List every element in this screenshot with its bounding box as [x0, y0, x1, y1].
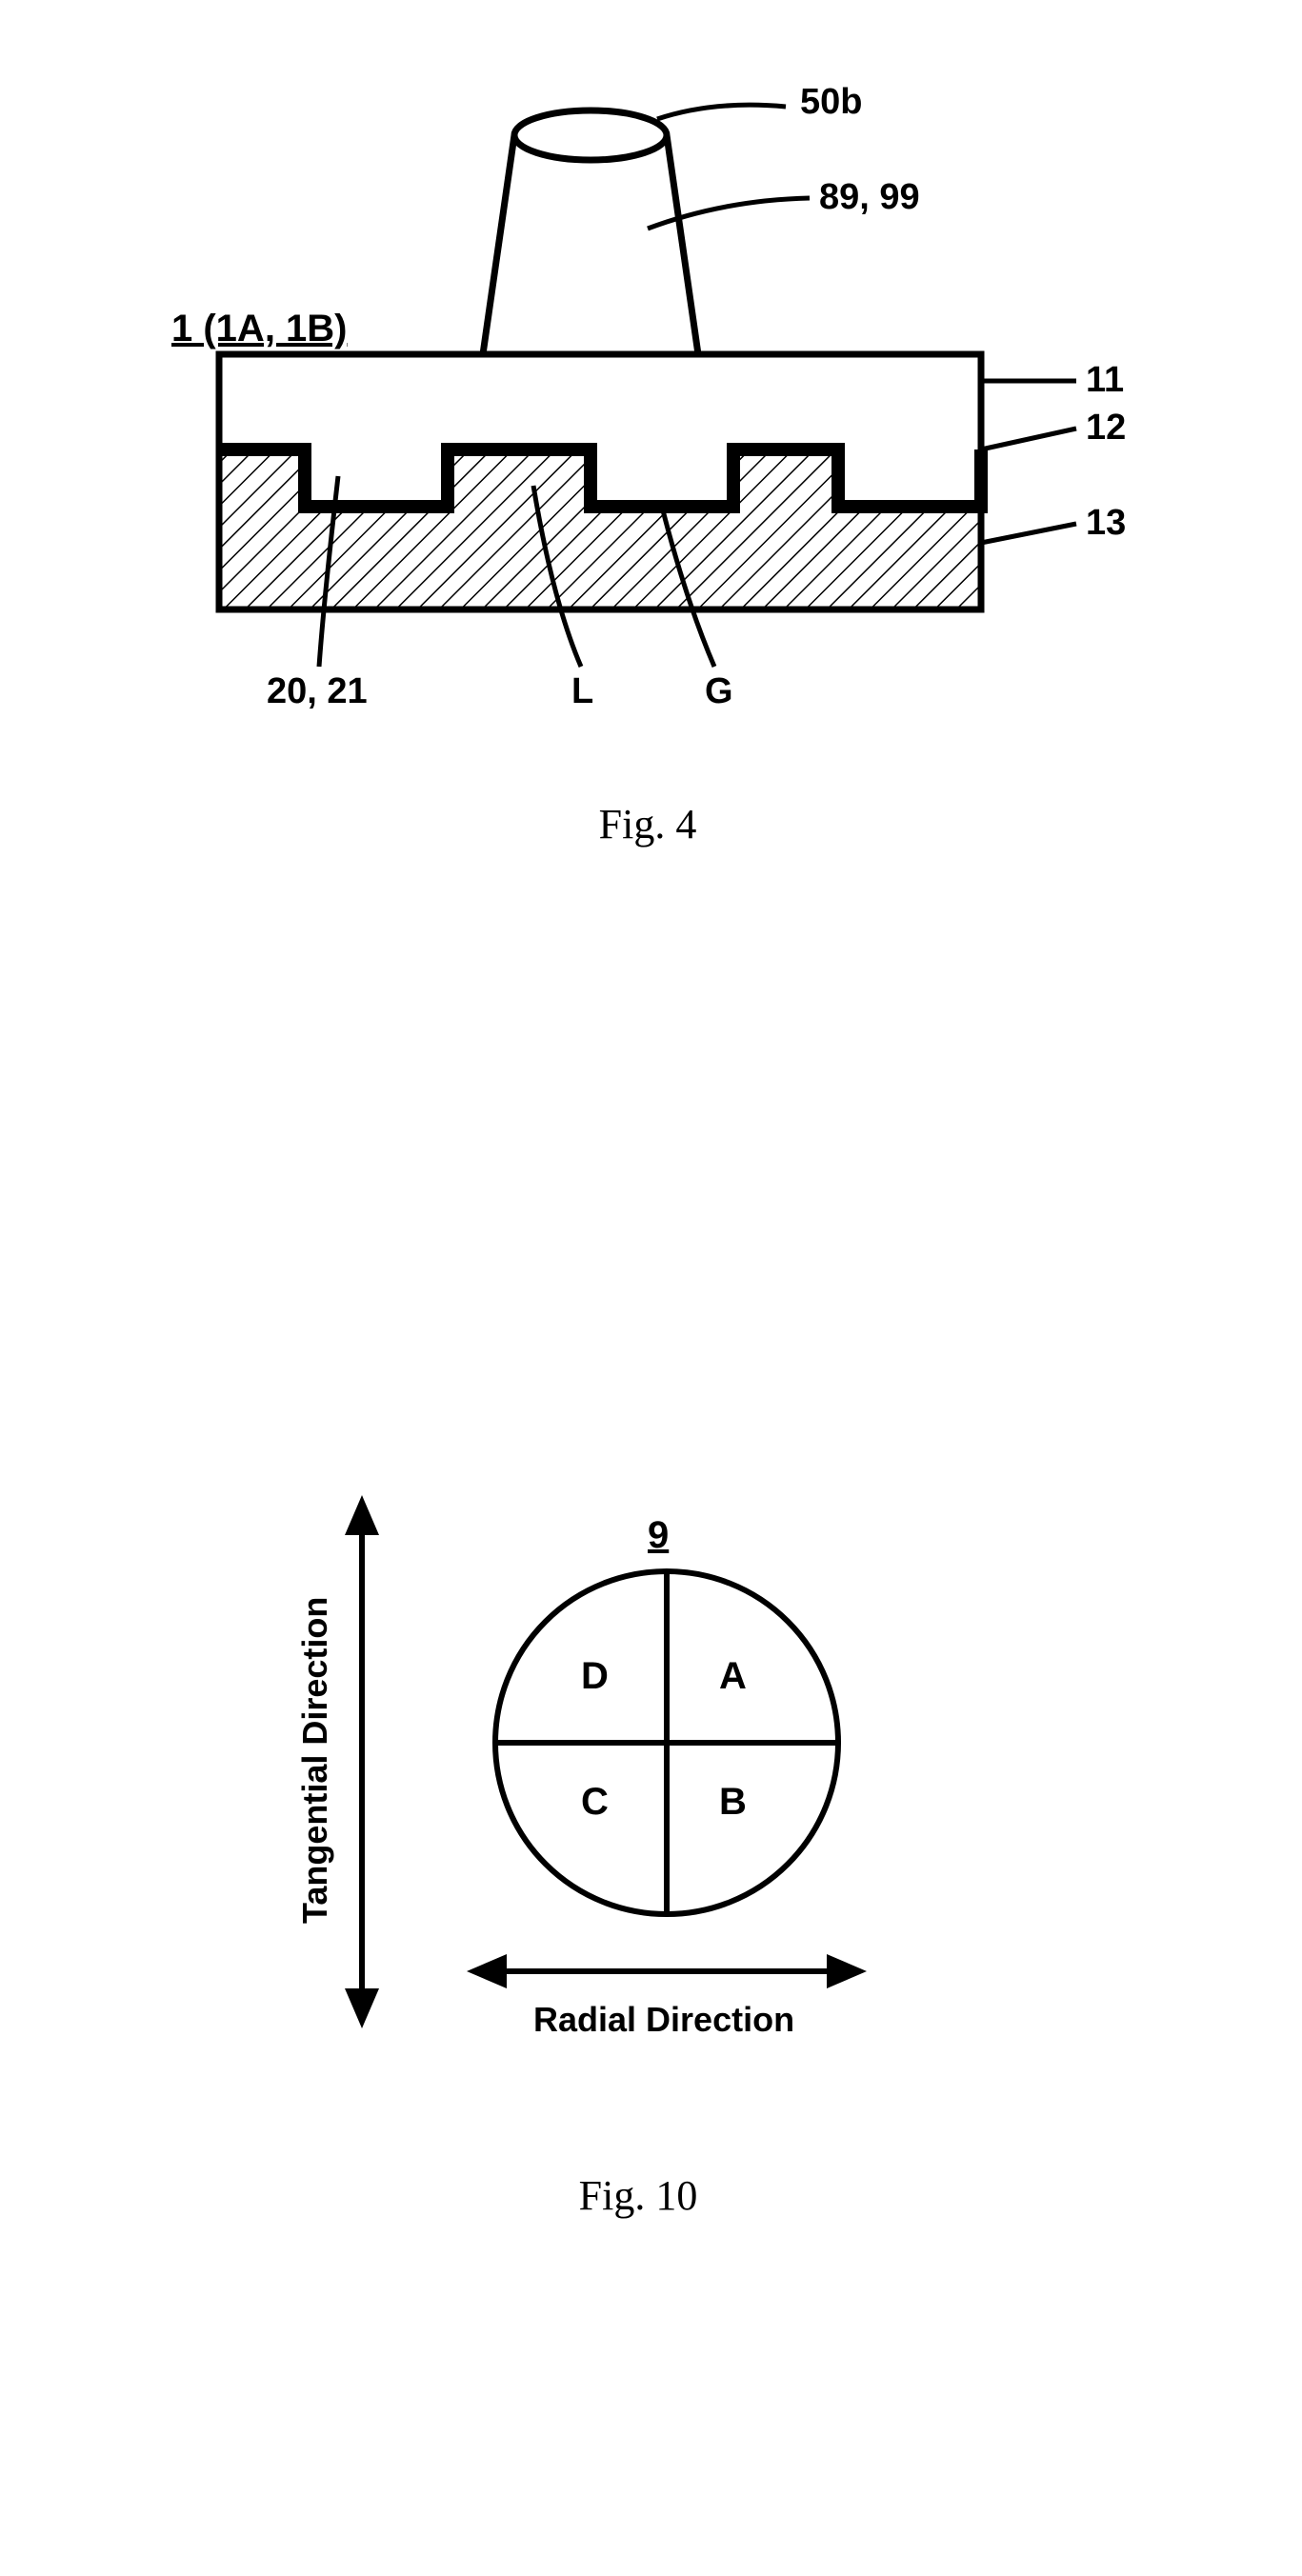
leader-12	[981, 429, 1076, 449]
fig10-svg	[248, 1428, 1029, 2152]
label-11: 11	[1086, 360, 1124, 401]
arrow-tangential	[345, 1495, 379, 2028]
figure-4: 1 (1A, 1B) 50b 89, 99 11 12 13 20, 21 L …	[152, 76, 1143, 886]
fig4-caption: Fig. 4	[152, 800, 1143, 849]
arrow-radial	[467, 1954, 867, 1988]
quadrant-D: D	[581, 1655, 609, 1698]
figure-10: 9 A B C D Tangential Direction Radial Di…	[248, 1428, 1029, 2286]
axis-tangential-label: Tangential Direction	[295, 1597, 335, 1924]
label-13: 13	[1086, 503, 1126, 544]
label-89-99: 89, 99	[819, 177, 920, 218]
leader-13	[981, 524, 1076, 543]
label-L: L	[571, 671, 593, 712]
quadrant-A: A	[719, 1655, 747, 1698]
label-12: 12	[1086, 408, 1126, 449]
fig4-svg	[152, 76, 1143, 743]
label-20-21: 20, 21	[267, 671, 368, 712]
fig10-caption: Fig. 10	[248, 2171, 1029, 2220]
label-G: G	[705, 671, 733, 712]
fig10-top-label: 9	[648, 1514, 669, 1557]
quadrant-C: C	[581, 1781, 609, 1824]
label-50b: 50b	[800, 82, 862, 123]
quadrant-B: B	[719, 1781, 747, 1824]
cone-shape	[483, 110, 698, 354]
layer-11	[219, 354, 981, 449]
axis-radial-label: Radial Direction	[533, 2000, 794, 2040]
fig4-title-label: 1 (1A, 1B)	[171, 308, 348, 350]
leader-50b	[657, 105, 786, 119]
leader-89-99	[648, 198, 810, 229]
